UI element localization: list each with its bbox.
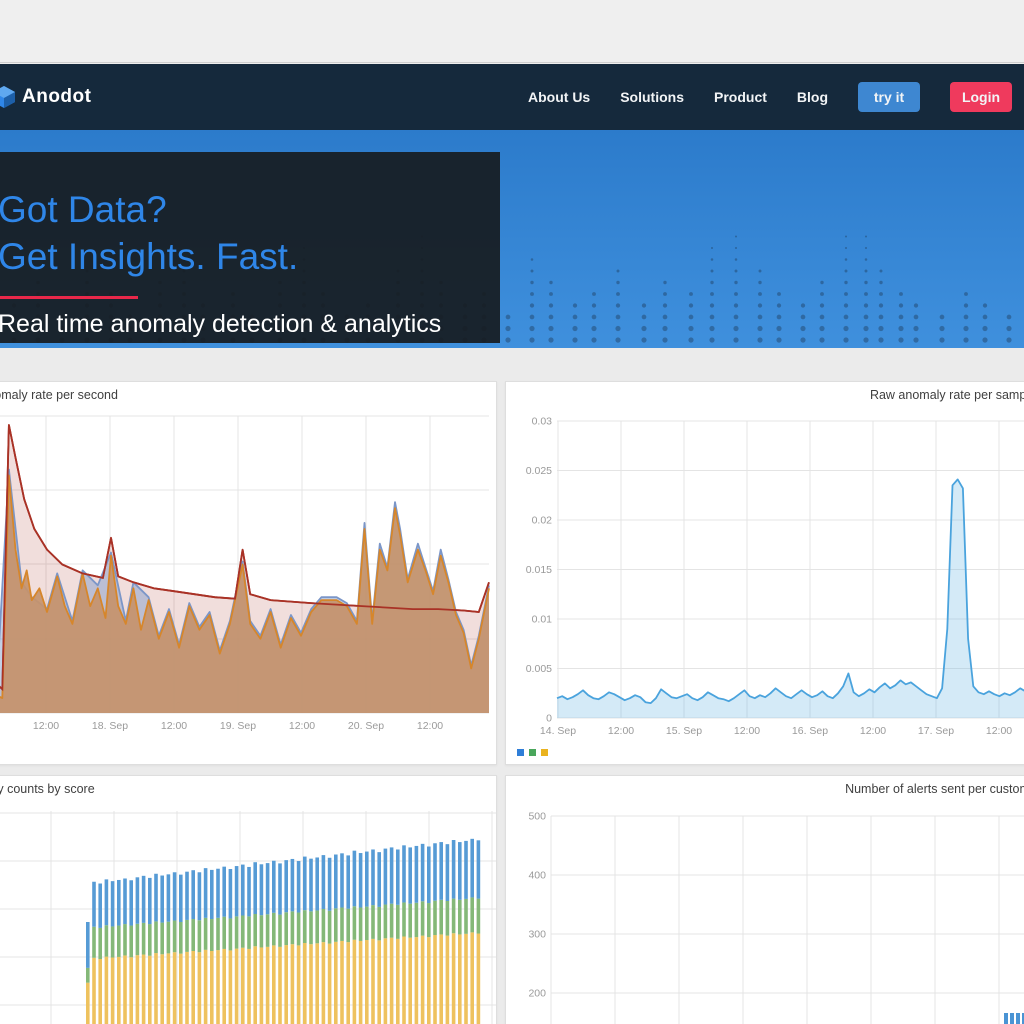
alerts-per-customer-chart: 500 400 300 200 bbox=[528, 811, 1024, 1024]
svg-text:500: 500 bbox=[528, 811, 546, 823]
svg-text:400: 400 bbox=[528, 870, 546, 882]
svg-text:0: 0 bbox=[546, 713, 552, 725]
nav-links: About Us Solutions Product Blog try it L… bbox=[528, 82, 1012, 112]
svg-text:12:00: 12:00 bbox=[986, 725, 1012, 737]
panel-anomaly-rate-per-second: 12:00 18. Sep 12:00 19. Sep 12:00 20. Sep 12:0… bbox=[0, 381, 497, 765]
chart-title-raw-anomaly-rate: Raw anomaly rate per sample bbox=[869, 388, 1024, 402]
nav-link-solutions[interactable]: Solutions bbox=[620, 89, 684, 105]
hero-text-box: Got Data? Get Insights. Fast. Real time … bbox=[0, 152, 500, 343]
svg-text:16. Sep: 16. Sep bbox=[792, 725, 828, 737]
legend-marker-blue-icon[interactable] bbox=[517, 749, 524, 756]
logo-text: Anodot bbox=[22, 86, 92, 107]
svg-text:12:00: 12:00 bbox=[417, 720, 443, 732]
svg-text:15. Sep: 15. Sep bbox=[666, 725, 702, 737]
svg-text:0.015: 0.015 bbox=[526, 564, 552, 576]
svg-text:0.005: 0.005 bbox=[526, 663, 552, 675]
svg-text:0.02: 0.02 bbox=[532, 515, 553, 527]
hero-section: Got Data? Get Insights. Fast. Real time … bbox=[0, 130, 1024, 348]
svg-text:20. Sep: 20. Sep bbox=[348, 720, 384, 732]
svg-text:17. Sep: 17. Sep bbox=[918, 725, 954, 737]
hero-subtitle: Real time anomaly detection & analytics bbox=[0, 310, 442, 338]
nav-link-about-us[interactable]: About Us bbox=[528, 89, 591, 105]
anomaly-rate-chart: 12:00 18. Sep 12:00 19. Sep 12:00 20. Sep 12:0… bbox=[0, 415, 490, 732]
login-button[interactable]: Login bbox=[950, 82, 1012, 112]
raw-anomaly-rate-chart: 14. Sep 12:00 15. Sep 12:00 16. Sep 12:00 17. … bbox=[526, 416, 1024, 737]
chart-title-anomaly-rate: Anomaly rate per second bbox=[0, 388, 118, 402]
browser-chrome-gap bbox=[0, 0, 1024, 63]
hero-heading-line1: Got Data? bbox=[0, 189, 167, 230]
chart-legend bbox=[517, 749, 548, 756]
anodot-logo[interactable]: Anodot bbox=[0, 85, 91, 109]
svg-text:12:00: 12:00 bbox=[161, 720, 187, 732]
anodot-cube-icon bbox=[0, 85, 16, 109]
legend-marker-green-icon[interactable] bbox=[529, 749, 536, 756]
svg-text:14. Sep: 14. Sep bbox=[540, 725, 576, 737]
svg-text:300: 300 bbox=[528, 929, 546, 941]
panel-anomaly-counts-by-score: Anomaly counts by score bbox=[0, 775, 497, 1024]
hero-divider-rule bbox=[0, 296, 138, 299]
svg-text:12:00: 12:00 bbox=[33, 720, 59, 732]
nav-link-blog[interactable]: Blog bbox=[796, 89, 828, 105]
panel-raw-anomaly-rate: 14. Sep 12:00 15. Sep 12:00 16. Sep 12:00 17. … bbox=[505, 381, 1024, 765]
svg-text:0.025: 0.025 bbox=[526, 465, 552, 477]
top-navbar: Anodot About Us Solutions Product Blog t… bbox=[0, 64, 1024, 130]
hero-heading-line2: Get Insights. Fast. bbox=[0, 236, 299, 277]
panel-alerts-per-customer: 500 400 300 200 Number of alerts sent per c… bbox=[505, 775, 1024, 1024]
svg-text:12:00: 12:00 bbox=[734, 725, 760, 737]
chart-title-alerts-per-customer: Number of alerts sent per customer bbox=[845, 782, 1024, 796]
svg-text:0.01: 0.01 bbox=[532, 614, 553, 626]
svg-text:200: 200 bbox=[528, 988, 546, 1000]
chart-title-anomaly-counts: Anomaly counts by score bbox=[0, 782, 95, 796]
svg-text:19. Sep: 19. Sep bbox=[220, 720, 256, 732]
anomaly-counts-chart bbox=[0, 811, 496, 1024]
try-it-button[interactable]: try it bbox=[858, 82, 920, 112]
svg-text:12:00: 12:00 bbox=[289, 720, 315, 732]
svg-text:0.03: 0.03 bbox=[532, 416, 553, 428]
svg-text:18. Sep: 18. Sep bbox=[92, 720, 128, 732]
legend-marker-yellow-icon[interactable] bbox=[541, 749, 548, 756]
nav-link-product[interactable]: Product bbox=[714, 89, 767, 105]
svg-text:12:00: 12:00 bbox=[608, 725, 634, 737]
svg-text:12:00: 12:00 bbox=[860, 725, 886, 737]
